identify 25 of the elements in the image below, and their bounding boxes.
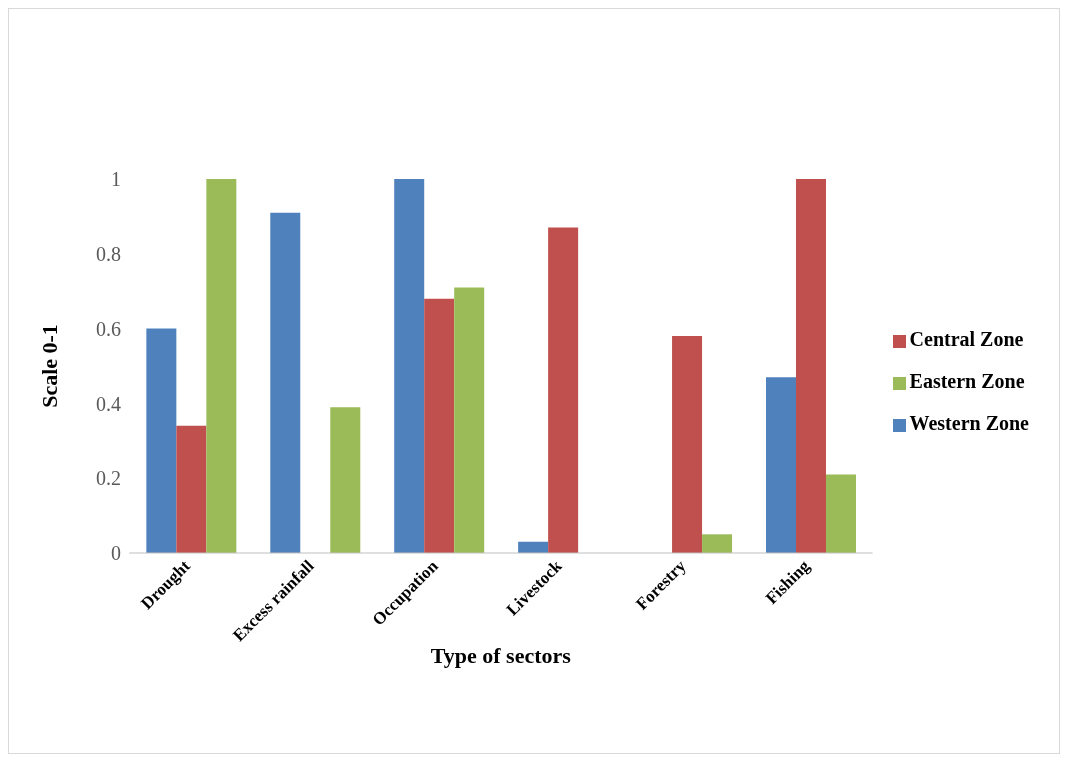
y-tick-label: 0.2 [96,467,121,490]
bar [424,298,455,553]
y-axis-title: Scale 0-1 [36,324,62,408]
bar [825,474,856,553]
bar [765,377,796,553]
legend-label: Eastern Zone [909,370,1025,392]
y-tick-label: 0.4 [96,392,121,415]
bar [454,287,485,553]
y-tick-label: 0.8 [96,242,121,265]
legend-label: Central Zone [909,328,1024,350]
bar [795,179,826,553]
y-tick-label: 0 [111,542,121,565]
bar [146,328,177,553]
bar [330,407,361,553]
x-axis-title: Type of sectors [430,643,572,668]
bar [702,534,733,553]
bar [394,179,425,553]
bar [206,179,237,553]
bar [548,227,579,553]
legend-label: Western Zone [909,412,1029,434]
bar [270,212,301,553]
y-tick-label: 1 [111,168,121,191]
bar [672,336,703,553]
bar [176,425,207,553]
y-tick-label: 0.6 [96,317,121,340]
